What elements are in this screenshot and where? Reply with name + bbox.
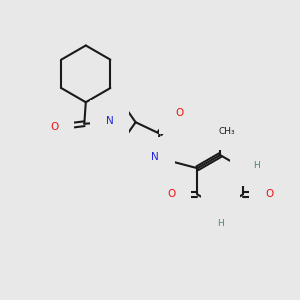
Text: N: N <box>216 210 224 220</box>
Text: O: O <box>175 108 183 118</box>
Text: O: O <box>265 190 273 200</box>
Text: H: H <box>217 219 224 228</box>
Text: CH₃: CH₃ <box>218 127 235 136</box>
Text: N: N <box>246 160 254 170</box>
Text: N: N <box>151 152 159 163</box>
Text: N: N <box>106 116 114 126</box>
Text: O: O <box>50 122 59 132</box>
Text: H: H <box>142 152 149 163</box>
Text: H: H <box>254 161 260 170</box>
Text: O: O <box>167 190 175 200</box>
